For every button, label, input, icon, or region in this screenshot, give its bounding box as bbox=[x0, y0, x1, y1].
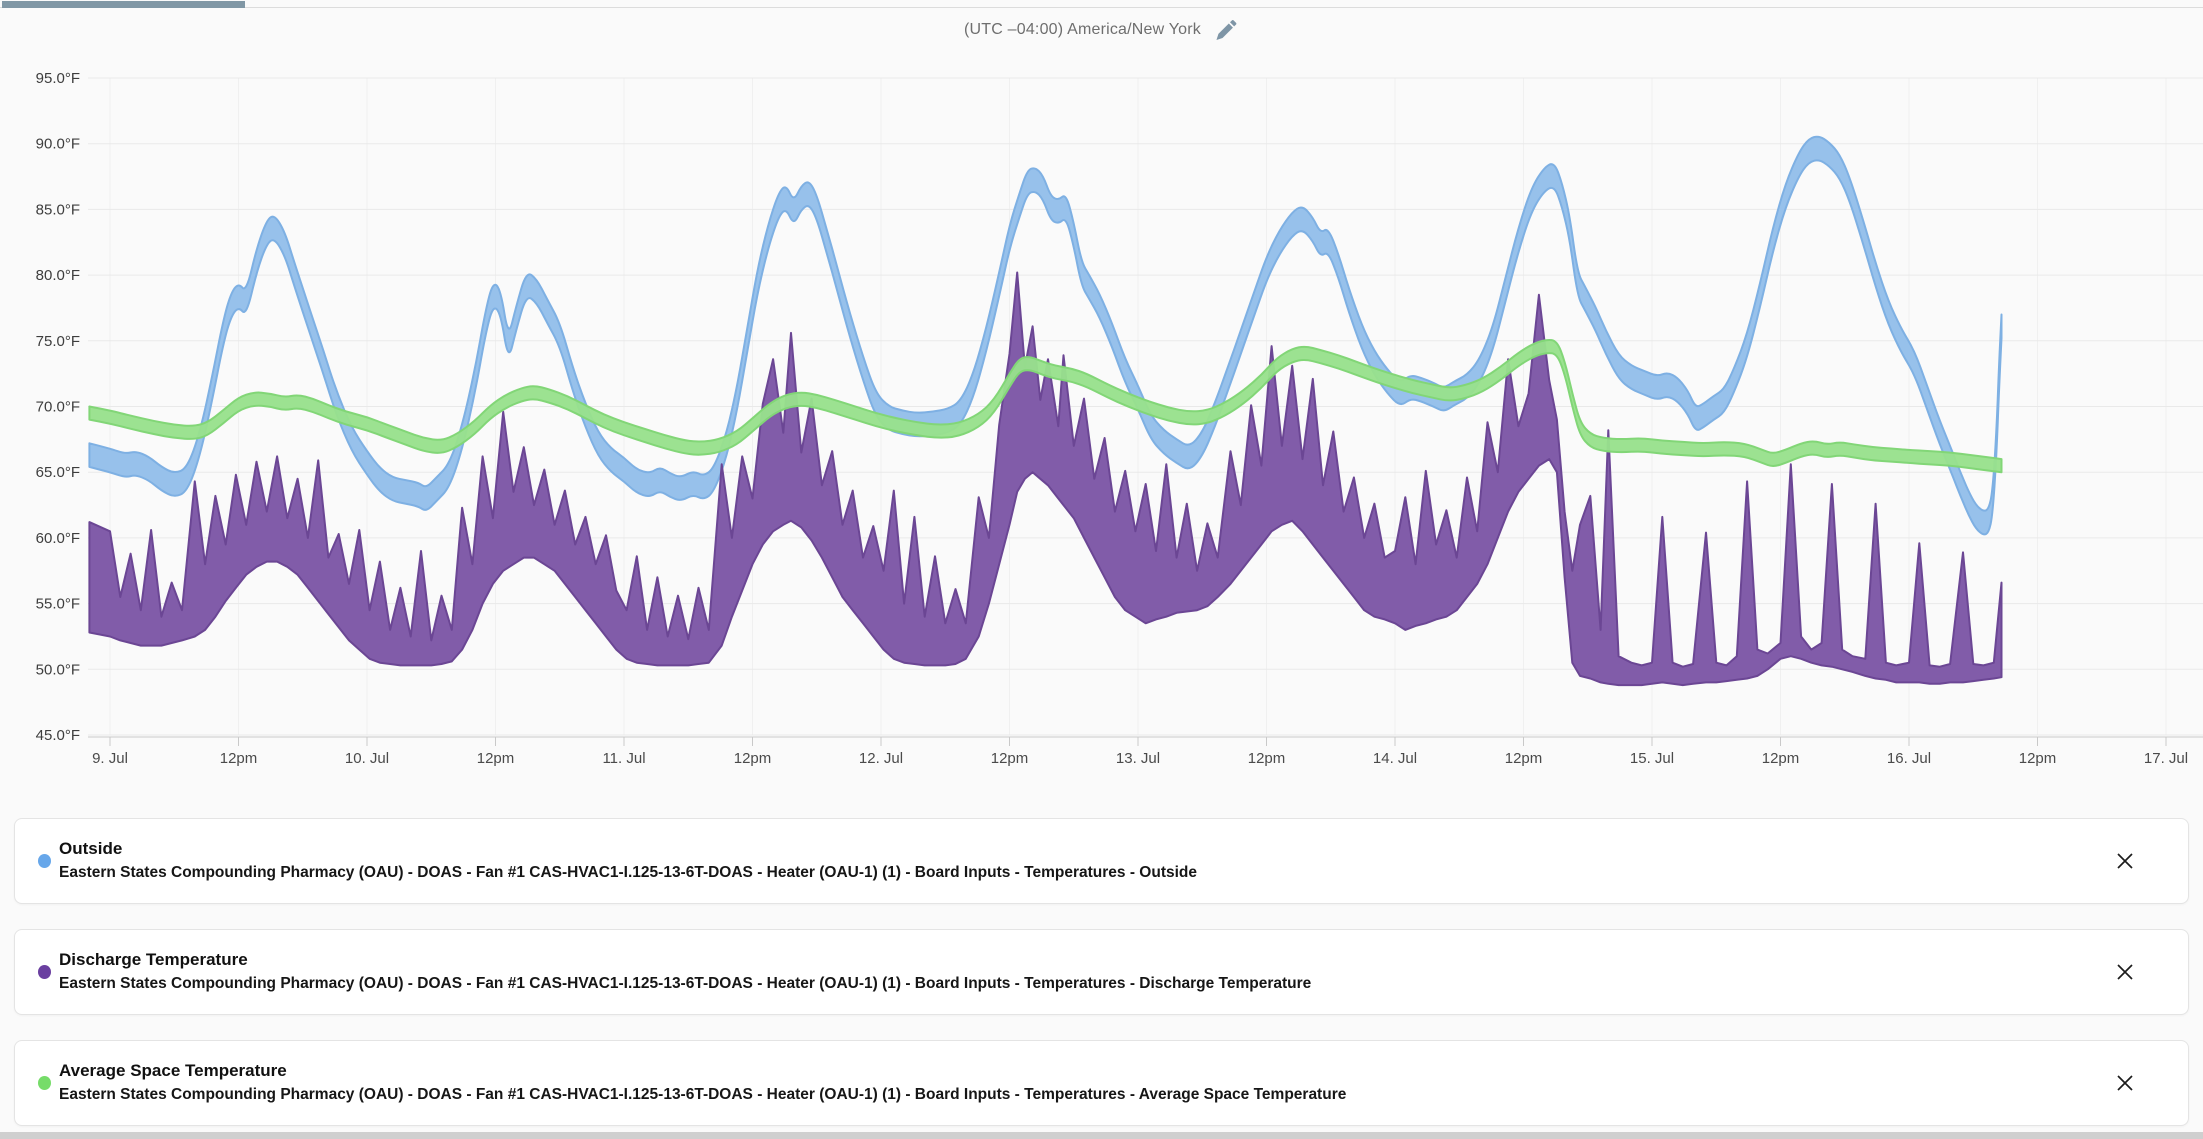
svg-text:12pm: 12pm bbox=[477, 750, 515, 767]
svg-text:45.0°F: 45.0°F bbox=[36, 727, 80, 744]
series-description: Eastern States Compounding Pharmacy (OAU… bbox=[59, 864, 1197, 882]
legend-card-average-space-temperature: Average Space Temperature Eastern States… bbox=[14, 1040, 2189, 1126]
series-title: Average Space Temperature bbox=[59, 1061, 287, 1081]
series-description: Eastern States Compounding Pharmacy (OAU… bbox=[59, 1086, 1347, 1104]
svg-text:95.0°F: 95.0°F bbox=[36, 70, 80, 87]
discharge-temperature-series-dot bbox=[38, 965, 51, 979]
svg-text:12. Jul: 12. Jul bbox=[859, 750, 903, 767]
timezone-header: (UTC –04:00) America/New York bbox=[0, 14, 2203, 46]
svg-text:10. Jul: 10. Jul bbox=[345, 750, 389, 767]
svg-text:12pm: 12pm bbox=[1505, 750, 1543, 767]
svg-text:12pm: 12pm bbox=[220, 750, 258, 767]
svg-text:90.0°F: 90.0°F bbox=[36, 136, 80, 153]
legend-card-outside: Outside Eastern States Compounding Pharm… bbox=[14, 818, 2189, 904]
svg-text:13. Jul: 13. Jul bbox=[1116, 750, 1160, 767]
x-close-icon[interactable] bbox=[2114, 1072, 2136, 1094]
series-title: Outside bbox=[59, 839, 123, 859]
svg-text:70.0°F: 70.0°F bbox=[36, 399, 80, 416]
svg-text:17. Jul: 17. Jul bbox=[2144, 750, 2188, 767]
pencil-icon[interactable] bbox=[1213, 17, 1239, 43]
legend-card-texts: Outside Eastern States Compounding Pharm… bbox=[59, 837, 2114, 884]
svg-text:9. Jul: 9. Jul bbox=[92, 750, 128, 767]
x-close-icon[interactable] bbox=[2114, 961, 2136, 983]
legend-card-discharge-temperature: Discharge Temperature Eastern States Com… bbox=[14, 929, 2189, 1015]
svg-text:12pm: 12pm bbox=[1762, 750, 1800, 767]
svg-text:12pm: 12pm bbox=[2019, 750, 2057, 767]
top-scrollbar-thumb[interactable] bbox=[2, 1, 245, 8]
bottom-scrollbar-track[interactable] bbox=[0, 1132, 2203, 1139]
top-scrollbar-track bbox=[0, 7, 2203, 8]
svg-text:75.0°F: 75.0°F bbox=[36, 333, 80, 350]
series-title: Discharge Temperature bbox=[59, 950, 248, 970]
svg-text:11. Jul: 11. Jul bbox=[602, 750, 645, 767]
svg-text:16. Jul: 16. Jul bbox=[1887, 750, 1931, 767]
svg-text:12pm: 12pm bbox=[991, 750, 1029, 767]
outside-series-dot bbox=[38, 854, 51, 868]
temperature-chart[interactable]: 95.0°F 90.0°F 85.0°F 80.0°F 75.0°F 70.0°F 65.0… bbox=[0, 0, 2203, 782]
series-description: Eastern States Compounding Pharmacy (OAU… bbox=[59, 975, 1312, 993]
svg-text:85.0°F: 85.0°F bbox=[36, 201, 80, 218]
average-space-temperature-series-dot bbox=[38, 1076, 51, 1090]
svg-text:55.0°F: 55.0°F bbox=[36, 596, 80, 613]
x-close-icon[interactable] bbox=[2114, 850, 2136, 872]
svg-text:80.0°F: 80.0°F bbox=[36, 267, 80, 284]
svg-text:15. Jul: 15. Jul bbox=[1630, 750, 1674, 767]
svg-text:14. Jul: 14. Jul bbox=[1373, 750, 1417, 767]
svg-text:50.0°F: 50.0°F bbox=[36, 661, 80, 678]
svg-text:65.0°F: 65.0°F bbox=[36, 464, 80, 481]
svg-text:12pm: 12pm bbox=[1248, 750, 1286, 767]
legend-card-texts: Average Space Temperature Eastern States… bbox=[59, 1059, 2114, 1106]
legend-card-texts: Discharge Temperature Eastern States Com… bbox=[59, 948, 2114, 995]
svg-text:60.0°F: 60.0°F bbox=[36, 530, 80, 547]
timezone-label: (UTC –04:00) America/New York bbox=[963, 21, 1201, 38]
svg-text:12pm: 12pm bbox=[734, 750, 772, 767]
